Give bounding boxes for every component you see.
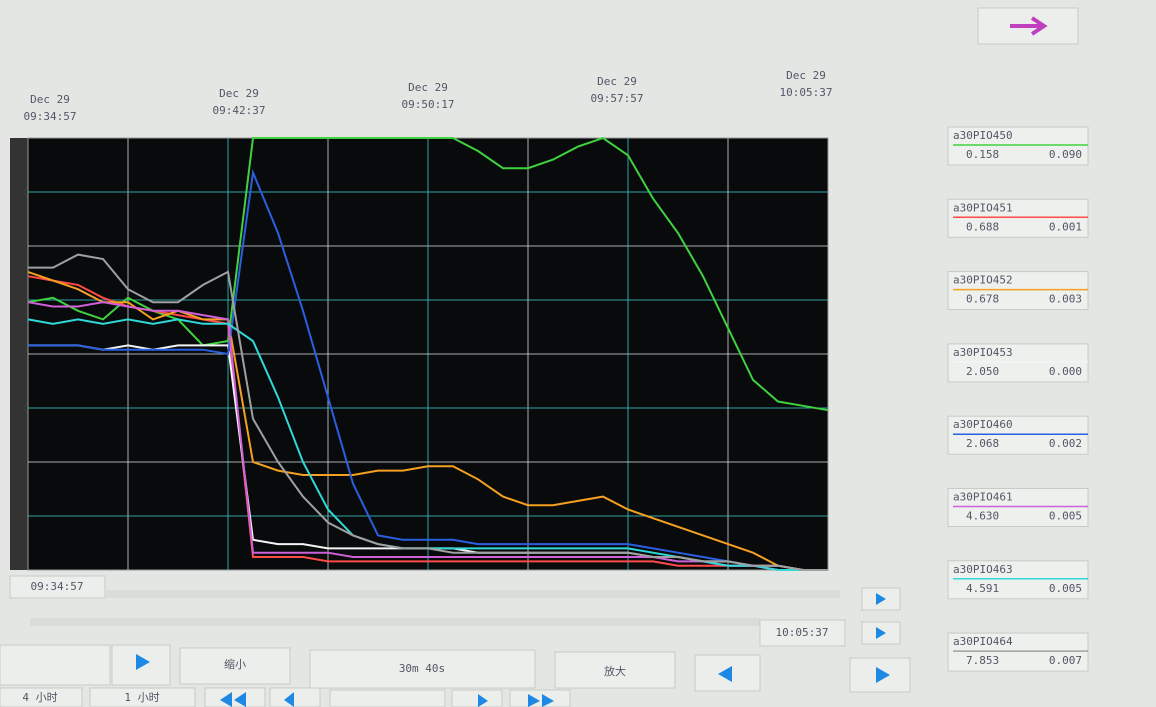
end-time: 10:05:37: [776, 626, 829, 639]
legend-name: a30PIO464: [953, 635, 1013, 648]
step-forward-button[interactable]: [452, 690, 502, 707]
legend-name: a30PIO461: [953, 491, 1013, 504]
step-back-button[interactable]: [270, 688, 320, 707]
legend-value: 0.001: [1049, 220, 1082, 233]
rewind-button[interactable]: [205, 688, 265, 707]
legend-name: a30PIO453: [953, 346, 1013, 359]
legend-value: 4.630: [966, 510, 999, 523]
legend-name: a30PIO452: [953, 274, 1013, 287]
button[interactable]: [330, 690, 445, 707]
x-tick-date: Dec 29: [408, 81, 448, 94]
x-tick-time: 10:05:37: [780, 86, 833, 99]
scroll-strip: [10, 138, 28, 570]
legend-value: 0.000: [1049, 365, 1082, 378]
legend-value: 0.005: [1049, 510, 1082, 523]
trend-screen: Dec 29 09:34:57 Dec 29 09:42:37 Dec 29 09:50:…: [0, 0, 1156, 707]
legend-value: 7.853: [966, 654, 999, 667]
x-tick-date: Dec 29: [30, 93, 70, 106]
legend-value: 0.678: [966, 293, 999, 306]
start-time: 09:34:57: [31, 580, 84, 593]
legend-value: 0.688: [966, 220, 999, 233]
legend-name: a30PIO451: [953, 201, 1013, 214]
legend-name: a30PIO463: [953, 563, 1013, 576]
x-tick-date: Dec 29: [597, 75, 637, 88]
legend-value: 0.158: [966, 148, 999, 161]
legend-value: 0.007: [1049, 654, 1082, 667]
zoom-out-label: 缩小: [224, 658, 246, 671]
slider[interactable]: [30, 618, 760, 626]
range-4h-label: 4 小时: [22, 691, 57, 704]
x-tick-date: Dec 29: [786, 69, 826, 82]
zoom-in-label: 放大: [604, 664, 626, 678]
legend-value: 0.090: [1049, 148, 1082, 161]
legend-name: a30PIO460: [953, 418, 1013, 431]
x-tick-time: 09:57:57: [591, 92, 644, 105]
legend-name: a30PIO450: [953, 129, 1013, 142]
legend-value: 0.003: [1049, 293, 1082, 306]
span-label: 30m 40s: [399, 662, 445, 675]
slider[interactable]: [105, 590, 840, 598]
legend-value: 2.068: [966, 437, 999, 450]
fast-forward-button[interactable]: [510, 690, 570, 707]
x-tick-time: 09:50:17: [402, 98, 455, 111]
x-tick-date: Dec 29: [219, 87, 259, 100]
legend-value: 0.005: [1049, 582, 1082, 595]
legend-value: 2.050: [966, 365, 999, 378]
button[interactable]: [0, 645, 110, 685]
legend-value: 4.591: [966, 582, 999, 595]
range-1h-label: 1 小时: [124, 691, 159, 704]
x-tick-time: 09:34:57: [24, 110, 77, 123]
legend-value: 0.002: [1049, 437, 1082, 450]
x-tick-time: 09:42:37: [213, 104, 266, 117]
